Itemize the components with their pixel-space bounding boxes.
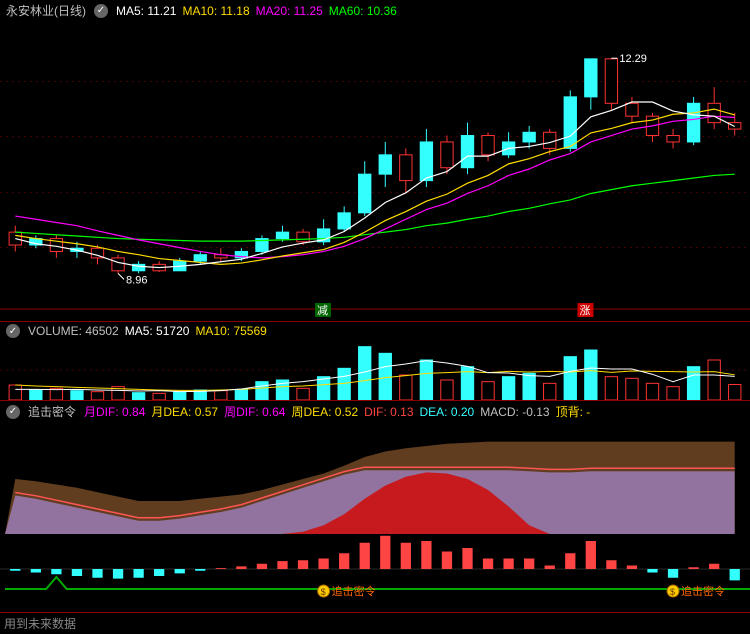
price-panel: 永安林业(日线) ✓ MA5: 11.21MA10: 11.18MA20: 11… (0, 0, 750, 322)
indicator-toggle-icon[interactable]: ✓ (94, 4, 108, 18)
macd-title: 追击密令 (28, 403, 76, 420)
svg-text:$: $ (670, 587, 675, 597)
macd-panel: ✓ 追击密令 月DIF: 0.84月DEA: 0.57周DIF: 0.64周DE… (0, 401, 750, 613)
volume-header: ✓ VOLUME: 46502MA5: 51720MA10: 75569 (0, 322, 750, 340)
vol-toggle-icon[interactable]: ✓ (6, 324, 20, 338)
svg-text:追击密令: 追击密令 (681, 584, 725, 598)
stock-title: 永安林业(日线) (6, 2, 86, 19)
volume-panel: ✓ VOLUME: 46502MA5: 51720MA10: 75569 (0, 322, 750, 401)
macd-chart[interactable]: $ 追击密令 $ 追击密令 (0, 422, 750, 612)
svg-text:追击密令: 追击密令 (332, 584, 376, 598)
svg-text:减: 减 (317, 304, 328, 317)
price-indicators: MA5: 11.21MA10: 11.18MA20: 11.25MA60: 10… (116, 4, 403, 18)
price-header: 永安林业(日线) ✓ MA5: 11.21MA10: 11.18MA20: 11… (0, 0, 750, 21)
footer-text: 用到未来数据 (0, 613, 750, 634)
volume-chart[interactable] (0, 340, 750, 400)
volume-indicators: VOLUME: 46502MA5: 51720MA10: 75569 (28, 324, 273, 338)
macd-toggle-icon[interactable]: ✓ (6, 405, 20, 419)
svg-text:8.96: 8.96 (126, 274, 147, 286)
svg-text:涨: 涨 (580, 304, 591, 317)
svg-text:12.29: 12.29 (619, 53, 647, 65)
svg-text:$: $ (321, 587, 326, 597)
macd-indicators: 月DIF: 0.84月DEA: 0.57周DIF: 0.64周DEA: 0.52… (84, 403, 596, 420)
candlestick-chart[interactable]: 12.29 8.96 减 涨 (0, 21, 750, 321)
macd-header: ✓ 追击密令 月DIF: 0.84月DEA: 0.57周DIF: 0.64周DE… (0, 401, 750, 422)
